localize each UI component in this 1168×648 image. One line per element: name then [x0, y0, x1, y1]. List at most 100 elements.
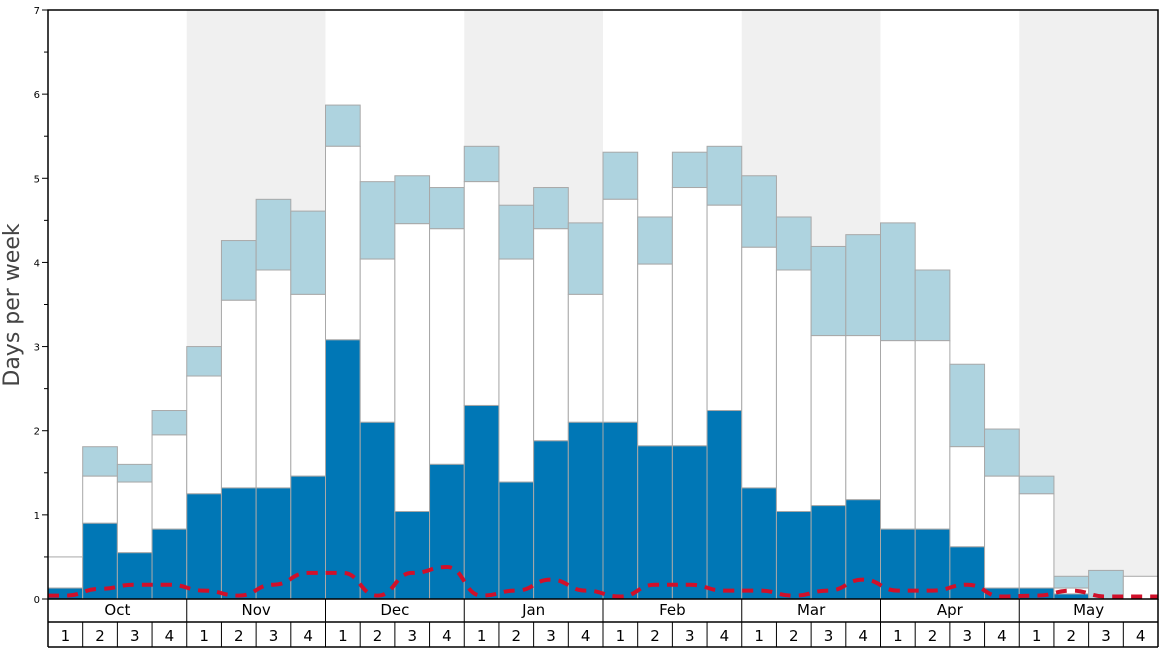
bar-top	[220, 240, 257, 301]
bar-top	[984, 428, 1020, 477]
bar-top	[671, 151, 708, 189]
bar-middle	[429, 228, 465, 465]
week-label: 3	[824, 627, 834, 645]
month-label: Oct	[104, 601, 130, 619]
bar-middle	[533, 228, 569, 442]
week-label: 3	[130, 627, 140, 645]
bar-middle	[637, 263, 673, 447]
bar-bottom	[394, 510, 431, 600]
bar-top	[637, 216, 673, 265]
bar-bottom	[602, 421, 639, 600]
bar-middle	[463, 181, 500, 406]
week-label: 2	[1067, 627, 1077, 645]
bar-bottom	[255, 487, 292, 600]
week-label: 1	[477, 627, 487, 645]
y-axis-title: Days per week	[0, 223, 25, 386]
week-label: 1	[61, 627, 71, 645]
month-label: May	[1073, 601, 1104, 619]
month-label: Jan	[521, 601, 545, 619]
bar-middle	[116, 481, 153, 554]
bar-top	[741, 175, 777, 248]
bar-top	[186, 346, 222, 377]
bar-bottom	[671, 445, 708, 600]
bar-middle	[220, 299, 257, 489]
bar-top	[255, 198, 292, 271]
bar-bottom	[325, 339, 361, 600]
bar-middle	[602, 198, 639, 423]
week-label: 2	[928, 627, 938, 645]
bar-bottom	[914, 528, 951, 600]
week-label: 4	[1136, 627, 1146, 645]
bar-bottom	[151, 528, 188, 600]
bar-bottom	[290, 475, 326, 600]
bar-top	[463, 145, 500, 183]
bar-middle	[845, 335, 881, 501]
bar-bottom	[533, 440, 569, 600]
week-label: 3	[407, 627, 417, 645]
bar-bottom	[637, 445, 673, 600]
bar-bottom	[1053, 593, 1090, 600]
dashed-line	[48, 565, 1158, 599]
y-tick-label: 3	[34, 343, 40, 354]
bar-top	[151, 410, 188, 436]
bar-bottom	[775, 510, 812, 600]
week-label: 1	[338, 627, 348, 645]
bar-top	[290, 210, 326, 295]
y-tick-label: 0	[34, 595, 40, 606]
month-label: Feb	[659, 601, 686, 619]
week-label: 4	[858, 627, 868, 645]
bar-middle	[741, 246, 777, 489]
bar-top	[359, 181, 396, 260]
bar-top	[845, 234, 881, 337]
bar-middle	[290, 293, 326, 477]
week-label: 4	[997, 627, 1007, 645]
bar-middle	[880, 340, 916, 530]
bar-bottom	[359, 421, 396, 600]
bar-bottom	[463, 404, 500, 600]
y-tick-label: 7	[34, 6, 40, 17]
week-label: 4	[303, 627, 313, 645]
bar-bottom	[498, 481, 535, 600]
bar-top	[82, 446, 118, 477]
y-tick-label: 5	[34, 174, 40, 185]
bar-bottom	[810, 505, 847, 600]
bar-top	[949, 363, 986, 448]
bar-top	[1018, 475, 1055, 495]
month-label: Apr	[937, 601, 964, 619]
bar-top	[880, 222, 916, 342]
month-label: Mar	[797, 601, 826, 619]
bar-top	[914, 269, 951, 342]
week-label: 2	[650, 627, 660, 645]
plot-frame	[47, 9, 1159, 600]
bar-top	[567, 222, 604, 295]
week-label: 3	[685, 627, 695, 645]
week-label: 2	[512, 627, 522, 645]
bar-middle	[498, 258, 535, 483]
bar-top	[602, 151, 639, 200]
dashed-series-line	[48, 565, 1158, 599]
y-tick-label: 2	[34, 427, 40, 438]
y-tick-label: 1	[34, 511, 40, 522]
week-label: 3	[269, 627, 279, 645]
bar-top	[394, 175, 431, 225]
bar-bottom	[880, 528, 916, 600]
bar-middle	[1018, 493, 1055, 589]
week-label: 4	[165, 627, 175, 645]
bar-middle	[706, 204, 743, 412]
bar-middle	[984, 475, 1020, 589]
bar-middle	[186, 375, 222, 495]
bar-top	[116, 463, 153, 483]
week-label: 2	[95, 627, 105, 645]
bar-bottom	[567, 421, 604, 600]
y-tick-label: 4	[34, 258, 40, 269]
bar-top	[810, 245, 847, 337]
bar-top	[706, 145, 743, 206]
bar-middle	[949, 446, 986, 548]
bar-middle	[671, 187, 708, 447]
y-tick-label: 6	[34, 90, 40, 101]
bar-bottom	[741, 487, 777, 600]
bar-middle	[567, 293, 604, 423]
bar-middle	[394, 223, 431, 512]
x-axis: Oct 1 2 3 4 Nov 1 2 3 4 Dec 1 2 3 4 Jan 1 2 3 4 Feb 1 2 3 4 Mar 1 2…	[47, 599, 1159, 648]
week-label: 3	[962, 627, 972, 645]
